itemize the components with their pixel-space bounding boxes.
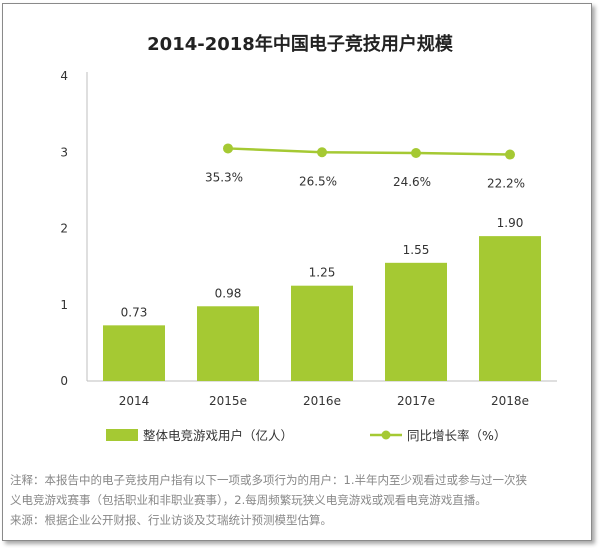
note-line-2: 义电竞游戏赛事（包括职业和非职业赛事），2.每周频繁玩狭义电竞游戏或观看电竞游戏…	[10, 493, 487, 507]
line-data-label: 24.6%	[393, 175, 431, 189]
line-point	[223, 143, 233, 154]
y-tick-label: 0	[60, 374, 68, 388]
line-data-label: 26.5%	[299, 174, 337, 188]
x-tick-label: 2015e	[209, 394, 247, 408]
x-tick-label: 2014	[119, 394, 150, 408]
bar	[291, 285, 353, 381]
x-tick-label: 2018e	[491, 394, 529, 408]
line-path	[227, 147, 511, 156]
bar-data-label: 0.98	[215, 286, 242, 300]
bar	[385, 262, 447, 381]
bar-data-label: 0.73	[121, 305, 148, 319]
line-point	[411, 148, 421, 159]
bar	[103, 325, 165, 381]
line-data-label: 22.2%	[487, 177, 525, 191]
y-tick-label: 4	[60, 69, 68, 83]
line-series: 35.3% 26.5% 24.6% 22.2%	[205, 143, 525, 191]
legend-line-marker	[381, 430, 391, 440]
notes: 注释：本报告中的电子竞技用户指有以下一项或多项行为的用户：1.半年内至少观看过或…	[10, 470, 588, 530]
bar-data-label: 1.25	[309, 266, 336, 280]
note-line-3: 来源：根据企业公开财报、行业访谈及艾瑞统计预测模型估算。	[10, 513, 332, 527]
chart-title: 2014-2018年中国电子竞技用户规模	[147, 34, 453, 55]
legend-line-label: 同比增长率（%）	[407, 428, 506, 443]
y-tick-label: 1	[60, 298, 68, 312]
bar-data-label: 1.55	[403, 243, 430, 257]
bar	[479, 236, 541, 381]
legend: 整体电竞游戏用户（亿人） 同比增长率（%）	[106, 428, 506, 443]
axes: 0 1 2 3 4 2014 2015e 2016e 2017e 2018e	[60, 69, 557, 408]
bar-series: 0.73 0.98 1.25 1.55 1.90	[103, 216, 541, 381]
bar	[197, 306, 259, 381]
x-tick-label: 2016e	[303, 394, 341, 408]
legend-bar-label: 整体电竞游戏用户（亿人）	[143, 428, 293, 443]
note-line-1: 注释：本报告中的电子竞技用户指有以下一项或多项行为的用户：1.半年内至少观看过或…	[10, 473, 527, 487]
line-data-label: 35.3%	[205, 170, 243, 184]
y-tick-label: 3	[60, 145, 68, 159]
y-tick-label: 2	[60, 222, 68, 236]
x-tick-label: 2017e	[397, 394, 435, 408]
bar-data-label: 1.90	[497, 216, 524, 230]
line-point	[505, 149, 515, 160]
line-point	[317, 147, 327, 158]
legend-bar-swatch	[106, 429, 138, 441]
